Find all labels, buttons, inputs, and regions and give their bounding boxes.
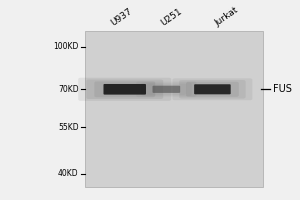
FancyBboxPatch shape xyxy=(78,78,171,101)
Text: U251: U251 xyxy=(160,7,184,28)
FancyBboxPatch shape xyxy=(194,84,231,94)
Text: 55KD: 55KD xyxy=(58,123,79,132)
Text: Jurkat: Jurkat xyxy=(213,5,240,28)
Text: 100KD: 100KD xyxy=(53,42,79,51)
Text: 40KD: 40KD xyxy=(58,169,79,178)
FancyBboxPatch shape xyxy=(172,78,252,100)
FancyBboxPatch shape xyxy=(152,86,180,93)
Text: FUS: FUS xyxy=(273,84,292,94)
Text: 70KD: 70KD xyxy=(58,85,79,94)
FancyBboxPatch shape xyxy=(86,80,163,99)
FancyBboxPatch shape xyxy=(103,84,146,95)
FancyBboxPatch shape xyxy=(94,81,155,97)
FancyBboxPatch shape xyxy=(179,80,246,99)
Bar xyxy=(85,31,263,187)
FancyBboxPatch shape xyxy=(186,82,239,97)
Text: U937: U937 xyxy=(109,7,134,28)
